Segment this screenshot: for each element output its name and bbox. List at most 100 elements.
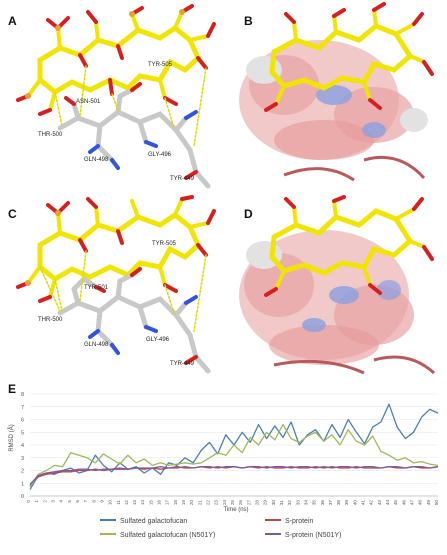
x-tick-18: 18 <box>173 500 178 506</box>
y-axis-label: RMSD (Å) <box>8 424 15 451</box>
x-tick-1: 1 <box>34 500 39 503</box>
y-tick-labels: 0 1 2 3 4 5 6 7 8 <box>21 392 24 500</box>
y-tick-7: 7 <box>21 405 24 411</box>
x-tick-31: 31 <box>279 500 284 506</box>
x-tick-46: 46 <box>401 500 406 506</box>
panel-a-residue-3: GLN-498 <box>84 157 109 163</box>
y-tick-4: 4 <box>21 443 24 449</box>
x-tick-40: 40 <box>352 500 357 506</box>
x-tick-42: 42 <box>369 500 374 506</box>
x-tick-36: 36 <box>320 500 325 506</box>
x-tick-14: 14 <box>140 500 145 506</box>
y-tick-6: 6 <box>21 418 24 424</box>
chart-series <box>29 403 439 490</box>
x-tick-5: 5 <box>67 500 72 503</box>
x-tick-34: 34 <box>303 500 308 506</box>
x-tick-19: 19 <box>181 500 186 506</box>
x-tick-39: 39 <box>344 500 349 506</box>
chart-legend: Sulfated galactofucan S-protein Sulfated g… <box>100 518 341 539</box>
panel-d: D <box>224 195 447 380</box>
x-tick-45: 45 <box>393 500 398 506</box>
x-tick-labels: 0 1 2 3 4 5 6 7 8 9 10 11 12 13 14 15 16 17 18 19 20 21 22 23 24… <box>26 500 439 506</box>
panel-c-residue-4: GLY-496 <box>146 337 170 343</box>
x-tick-26: 26 <box>238 500 243 506</box>
x-tick-12: 12 <box>124 500 129 506</box>
x-tick-24: 24 <box>222 500 227 506</box>
panel-b: B <box>224 0 447 195</box>
x-tick-44: 44 <box>385 500 390 506</box>
panel-b-surface <box>239 2 434 182</box>
panel-c-residue-3: GLN-498 <box>84 342 109 348</box>
legend-label-2: Sulfated galactofucan (N501Y) <box>120 532 215 539</box>
x-tick-30: 30 <box>271 500 276 506</box>
panel-b-letter: B <box>244 14 253 28</box>
x-tick-15: 15 <box>148 500 153 506</box>
legend-label-0: Sulfated galactofucan <box>120 518 187 525</box>
panel-c: C TYR-505 TYR-501 THR-500 GLN-498 GLY-49… <box>0 195 225 380</box>
x-tick-0: 0 <box>26 500 31 503</box>
y-tick-0: 0 <box>21 494 24 500</box>
panel-a-residue-1: ASN-501 <box>76 99 101 105</box>
panel-c-letter: C <box>8 207 17 221</box>
x-tick-50: 50 <box>434 500 439 506</box>
x-tick-43: 43 <box>377 500 382 506</box>
y-tick-2: 2 <box>21 469 24 475</box>
series-line-0 <box>29 403 439 490</box>
x-tick-35: 35 <box>312 500 317 506</box>
panel-a-residue-0: TYR-505 <box>148 62 173 68</box>
x-tick-47: 47 <box>410 500 415 506</box>
x-tick-28: 28 <box>254 500 259 506</box>
series-line-2 <box>29 423 439 488</box>
x-tick-3: 3 <box>50 500 55 503</box>
x-tick-4: 4 <box>59 500 64 503</box>
x-tick-25: 25 <box>230 500 235 506</box>
x-tick-37: 37 <box>328 500 333 506</box>
panel-c-residue-5: TYR-449 <box>170 361 195 367</box>
x-tick-17: 17 <box>165 500 170 506</box>
x-tick-32: 32 <box>287 500 292 506</box>
y-tick-5: 5 <box>21 430 24 436</box>
x-tick-29: 29 <box>263 500 268 506</box>
panel-d-letter: D <box>244 207 253 221</box>
panel-a-residue-5: TYR-449 <box>170 176 195 182</box>
panel-c-residue-1: TYR-501 <box>84 285 109 291</box>
y-tick-3: 3 <box>21 456 24 462</box>
x-tick-9: 9 <box>99 500 104 503</box>
panel-d-surface <box>239 195 436 375</box>
legend-label-1: S-protein <box>285 518 314 525</box>
x-tick-11: 11 <box>116 500 121 505</box>
x-tick-8: 8 <box>91 500 96 503</box>
x-tick-21: 21 <box>197 500 202 506</box>
x-tick-38: 38 <box>336 500 341 506</box>
x-tick-33: 33 <box>295 500 300 506</box>
panel-a-residue-2: THR-500 <box>38 132 63 138</box>
panel-a-structure: TYR-505 ASN-501 THR-500 GLN-498 GLY-496 … <box>16 4 216 189</box>
x-tick-2: 2 <box>42 500 47 503</box>
x-tick-20: 20 <box>189 500 194 506</box>
panel-c-residue-0: TYR-505 <box>152 241 177 247</box>
x-tick-27: 27 <box>246 500 251 506</box>
panel-e-letter: E <box>8 382 17 396</box>
series-line-3 <box>29 466 439 485</box>
x-tick-13: 13 <box>132 500 137 506</box>
x-tick-23: 23 <box>214 500 219 506</box>
x-axis-label: Time (ns) <box>223 507 248 513</box>
panel-c-structure: TYR-505 TYR-501 THR-500 GLN-498 GLY-496 … <box>16 195 216 374</box>
panel-a-residue-4: GLY-496 <box>148 152 172 158</box>
x-tick-41: 41 <box>361 500 366 506</box>
x-tick-16: 16 <box>157 500 162 506</box>
legend-label-3: S-protein (N501Y) <box>285 532 341 539</box>
x-tick-6: 6 <box>75 500 80 503</box>
y-tick-8: 8 <box>21 392 24 398</box>
x-tick-7: 7 <box>83 500 88 503</box>
panel-a-letter: A <box>8 14 17 28</box>
panel-c-residue-2: THR-500 <box>38 317 63 323</box>
y-tick-1: 1 <box>21 481 24 487</box>
x-tick-22: 22 <box>206 500 211 506</box>
x-tick-49: 49 <box>426 500 431 506</box>
x-tick-10: 10 <box>108 500 113 506</box>
x-tick-48: 48 <box>418 500 423 506</box>
panel-a: A TYR-505 ASN-501 THR-500 GLN-498 GLY-49… <box>0 0 225 195</box>
